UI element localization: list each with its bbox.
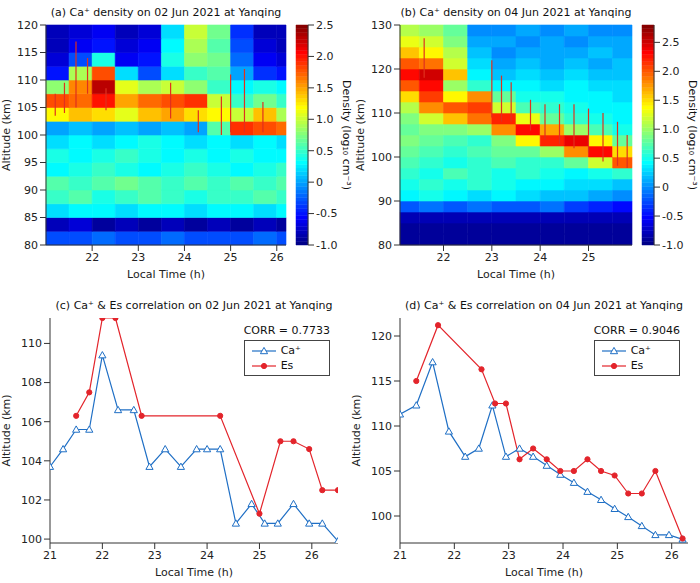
svg-text:-1.0: -1.0 <box>316 239 337 252</box>
svg-text:Local Time (h): Local Time (h) <box>477 268 555 281</box>
svg-text:110: 110 <box>17 74 38 87</box>
svg-text:1.5: 1.5 <box>316 82 334 95</box>
svg-text:25: 25 <box>610 549 624 562</box>
svg-text:25: 25 <box>252 549 266 562</box>
svg-text:Altitude (km): Altitude (km) <box>8 99 13 171</box>
svg-text:24: 24 <box>556 549 570 562</box>
svg-text:22: 22 <box>447 549 461 562</box>
svg-text:-0.5: -0.5 <box>662 210 683 223</box>
svg-text:2.0: 2.0 <box>662 65 680 78</box>
svg-text:120: 120 <box>371 63 392 76</box>
svg-text:106: 106 <box>21 416 42 429</box>
svg-text:0.5: 0.5 <box>316 145 334 158</box>
svg-text:2.0: 2.0 <box>316 50 334 63</box>
svg-text:Local Time (h): Local Time (h) <box>505 566 583 579</box>
html-text:(a) Ca⁺ density on 02 Jun 2021: (a) Ca⁺ density on 02 Jun 2021 at Yanqin… <box>50 6 282 19</box>
svg-text:Altitude (km): Altitude (km) <box>354 99 367 171</box>
svg-text:80: 80 <box>24 239 38 252</box>
svg-text:108: 108 <box>21 376 42 389</box>
svg-text:25: 25 <box>224 251 238 264</box>
svg-text:130: 130 <box>371 19 392 32</box>
svg-text:95: 95 <box>24 156 38 169</box>
svg-text:Local Time (h): Local Time (h) <box>127 268 205 281</box>
html-text:CORR = 0.9046: CORR = 0.9046 <box>593 324 680 337</box>
svg-text:26: 26 <box>305 549 319 562</box>
html-text:Ca⁺: Ca⁺ <box>630 344 651 357</box>
svg-text:21: 21 <box>43 549 57 562</box>
svg-text:-0.5: -0.5 <box>316 207 337 220</box>
svg-text:105: 105 <box>371 465 392 478</box>
svg-text:100: 100 <box>371 151 392 164</box>
svg-text:115: 115 <box>17 46 38 59</box>
svg-text:120: 120 <box>371 330 392 343</box>
svg-text:120: 120 <box>17 19 38 32</box>
html-text:(b) Ca⁺ density on 04 Jun 2021: (b) Ca⁺ density on 04 Jun 2021 at Yanqin… <box>400 6 632 19</box>
html-text:Ca⁺: Ca⁺ <box>280 344 301 357</box>
svg-text:22: 22 <box>85 251 99 264</box>
svg-text:22: 22 <box>95 549 109 562</box>
svg-text:26: 26 <box>270 251 284 264</box>
svg-text:Altitude (km): Altitude (km) <box>8 394 13 466</box>
svg-text:24: 24 <box>177 251 191 264</box>
svg-text:0: 0 <box>662 181 669 194</box>
svg-text:102: 102 <box>21 494 42 507</box>
svg-text:85: 85 <box>24 211 38 224</box>
html-text:Es: Es <box>630 359 644 372</box>
svg-text:0: 0 <box>316 176 323 189</box>
svg-text:115: 115 <box>371 375 392 388</box>
html-text:(c) Ca⁺ & Es correlation on 02: (c) Ca⁺ & Es correlation on 02 Jun 2021 … <box>55 299 333 312</box>
html-text:Density (log₁₀ cm⁻³): Density (log₁₀ cm⁻³) <box>685 80 699 190</box>
svg-text:25: 25 <box>582 251 596 264</box>
svg-text:23: 23 <box>485 251 499 264</box>
svg-text:22: 22 <box>437 251 451 264</box>
svg-text:21: 21 <box>393 549 407 562</box>
svg-text:100: 100 <box>21 533 42 546</box>
svg-text:-1.0: -1.0 <box>662 239 683 252</box>
svg-text:1.0: 1.0 <box>316 113 334 126</box>
svg-text:105: 105 <box>17 101 38 114</box>
svg-text:110: 110 <box>371 420 392 433</box>
svg-text:90: 90 <box>24 184 38 197</box>
svg-text:Local Time (h): Local Time (h) <box>155 566 233 579</box>
svg-text:2.5: 2.5 <box>662 36 680 49</box>
svg-text:100: 100 <box>17 129 38 142</box>
svg-text:24: 24 <box>200 549 214 562</box>
svg-text:23: 23 <box>502 549 516 562</box>
svg-text:1.5: 1.5 <box>662 94 680 107</box>
html-text:CORR = 0.7733: CORR = 0.7733 <box>243 324 330 337</box>
svg-text:110: 110 <box>371 107 392 120</box>
html-text:Es: Es <box>280 359 294 372</box>
html-text:Density (log₁₀ cm⁻³): Density (log₁₀ cm⁻³) <box>339 80 353 190</box>
svg-text:23: 23 <box>148 549 162 562</box>
svg-text:90: 90 <box>378 195 392 208</box>
html-text:(d) Ca⁺ & Es correlation on 04: (d) Ca⁺ & Es correlation on 04 Jun 2021 … <box>405 299 683 312</box>
svg-text:100: 100 <box>371 510 392 523</box>
svg-text:110: 110 <box>21 337 42 350</box>
svg-text:2.5: 2.5 <box>316 19 334 32</box>
svg-text:24: 24 <box>533 251 547 264</box>
svg-text:1.0: 1.0 <box>662 123 680 136</box>
svg-text:80: 80 <box>378 239 392 252</box>
svg-text:0.5: 0.5 <box>662 152 680 165</box>
svg-text:104: 104 <box>21 455 42 468</box>
svg-text:23: 23 <box>131 251 145 264</box>
svg-text:Altitude (km): Altitude (km) <box>350 394 363 466</box>
svg-text:26: 26 <box>665 549 679 562</box>
